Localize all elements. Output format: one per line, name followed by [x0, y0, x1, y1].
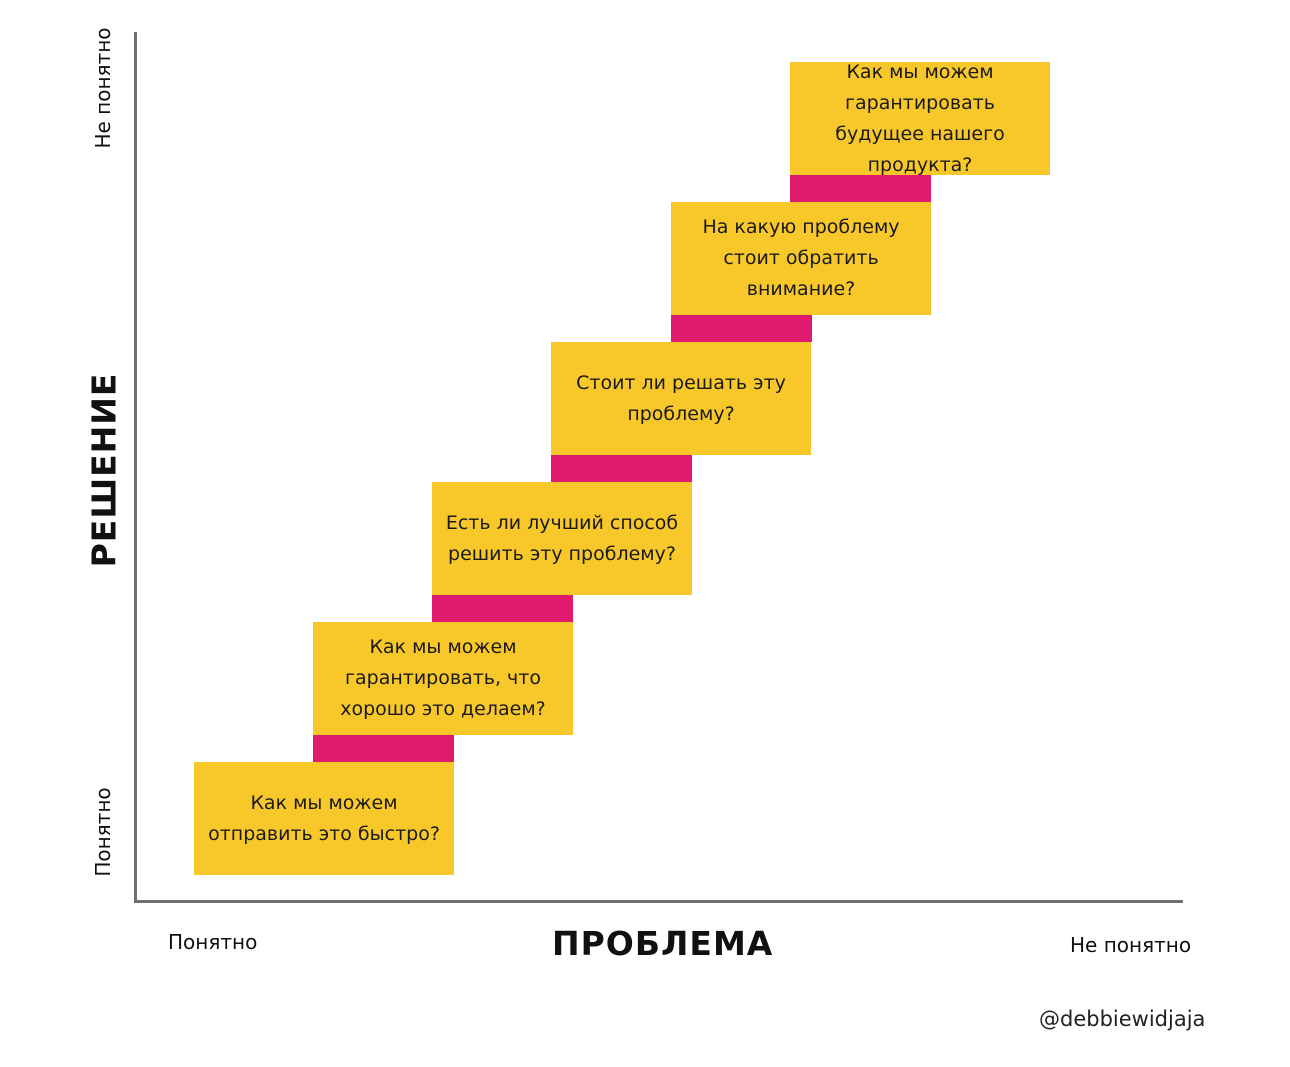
step-1-text: Как мы можем отправить это быстро?: [208, 791, 440, 845]
step-6-text: Как мы можем гарантировать будущее нашег…: [835, 60, 1005, 176]
step-3: Есть ли лучший способ решить эту проблем…: [432, 482, 692, 595]
riser-2: [432, 594, 573, 622]
riser-5: [790, 174, 931, 202]
step-3-text: Есть ли лучший способ решить эту проблем…: [445, 511, 679, 565]
y-axis-low-text: Понятно: [91, 787, 115, 877]
x-axis-low-label: Понятно: [168, 930, 258, 954]
author-credit: @debbiewidjaja: [1039, 1007, 1206, 1031]
step-1: Как мы можем отправить это быстро?: [194, 762, 454, 875]
x-axis-title: ПРОБЛЕМА: [552, 924, 774, 963]
step-5: На какую проблему стоит обратить внимани…: [671, 202, 931, 315]
x-axis-line: [134, 900, 1183, 903]
step-5-text: На какую проблему стоит обратить внимани…: [702, 216, 900, 300]
riser-4: [671, 314, 812, 342]
y-axis-high-text: Не понятно: [91, 27, 115, 149]
x-axis-high-label: Не понятно: [1070, 933, 1192, 957]
step-6: Как мы можем гарантировать будущее нашег…: [790, 61, 1050, 176]
riser-1: [313, 734, 454, 762]
y-axis-title-text: РЕШЕНИЕ: [84, 372, 124, 568]
step-4: Стоит ли решать эту проблему?: [551, 342, 811, 455]
step-2: Как мы можем гарантировать, что хорошо э…: [313, 622, 573, 735]
step-4-text: Стоит ли решать эту проблему?: [576, 371, 786, 425]
y-axis-line: [134, 32, 137, 903]
riser-3: [551, 454, 692, 482]
step-2-text: Как мы можем гарантировать, что хорошо э…: [340, 636, 546, 720]
